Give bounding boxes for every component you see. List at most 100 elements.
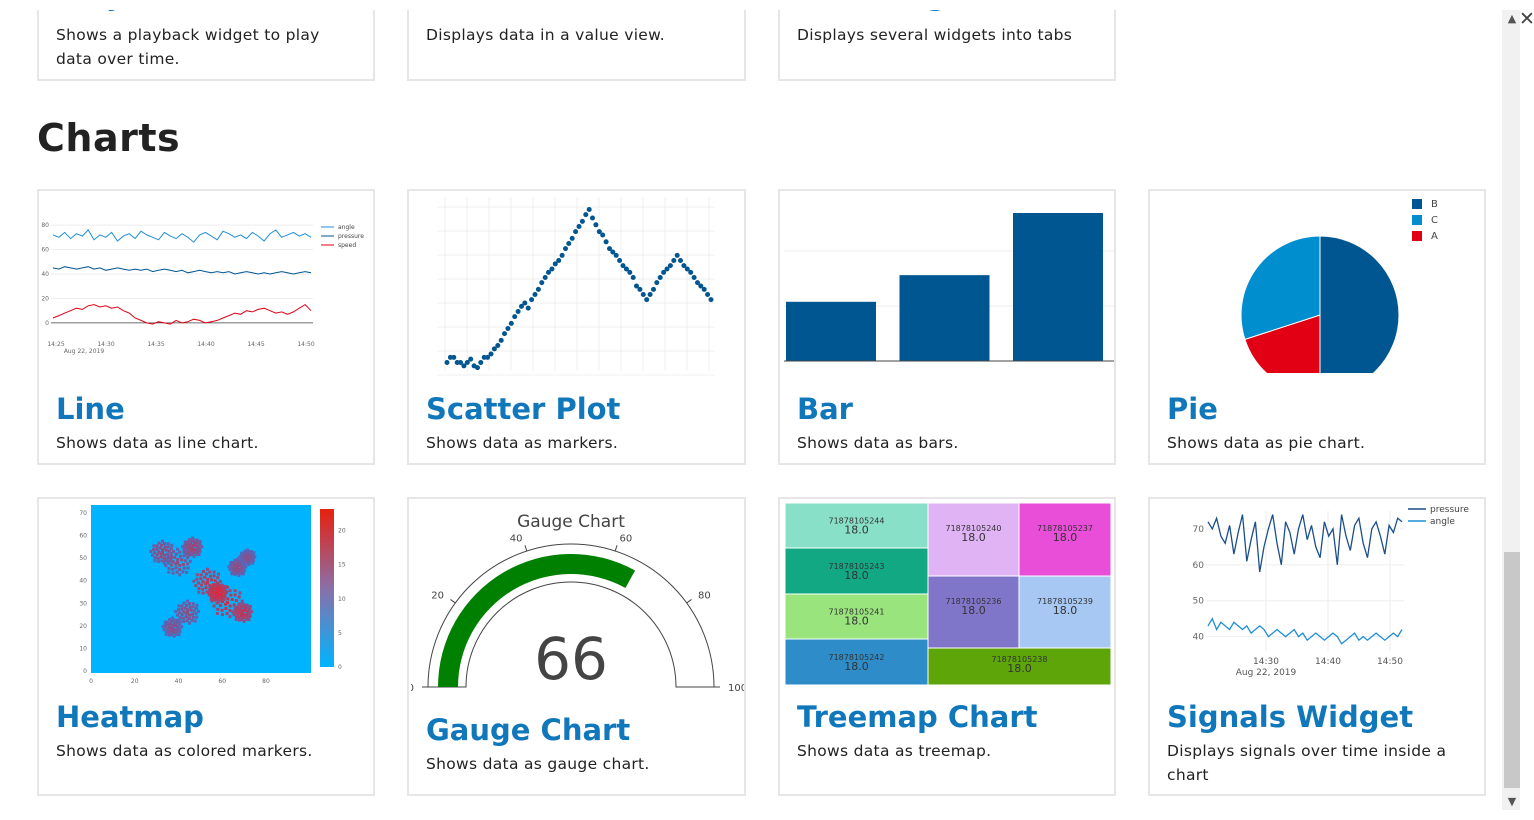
heatmap-cell	[228, 615, 232, 619]
close-icon[interactable]: ✕	[1519, 8, 1534, 30]
heatmap-cell	[166, 555, 170, 559]
scatter-point	[640, 292, 646, 297]
heatmap-cell	[171, 560, 175, 564]
scatter-point	[498, 337, 504, 343]
treemap-tile-value: 18.0	[961, 604, 986, 617]
signals-widget-card[interactable]: 40 50 60 70 14:30 14:40 14:50 Aug 22, 2019 press…	[1148, 497, 1486, 796]
treemap-tile-value: 18.0	[844, 569, 869, 582]
gauge-tick-label: 40	[510, 534, 523, 545]
heatmap-cell	[176, 561, 179, 564]
heatmap-cell	[163, 620, 167, 624]
scatter-point	[705, 292, 711, 297]
heatmap-cell	[192, 609, 196, 613]
heatmap-cell	[162, 628, 166, 632]
heatmap-cell	[170, 619, 174, 623]
heatmap-cell	[184, 546, 188, 550]
chevron-down-icon[interactable]: ▼	[1507, 795, 1517, 808]
line-chart-card[interactable]: 0 20 40 60 80 14:25 14:30 14:35 14:40 14:45 14:50 A…	[37, 189, 375, 465]
heatmap-cell	[197, 553, 201, 557]
y-tick-label: 60	[41, 247, 49, 254]
heatmap-cell	[220, 586, 224, 590]
scatter-point	[451, 354, 457, 360]
heatmap-cell	[219, 603, 222, 607]
heatmap-cell	[159, 552, 163, 556]
heatmap-cell	[224, 607, 228, 610]
heatmap-cell	[178, 550, 182, 554]
heatmap-cell	[234, 611, 238, 615]
heatmap-cell	[211, 588, 215, 592]
heatmap-cell	[204, 582, 208, 586]
heatmap-cell	[171, 567, 175, 571]
tab-widget-card[interactable]: Tab Widget Displays several widgets into…	[778, 0, 1116, 81]
bar-chart-card[interactable]: Bar Shows data as bars.	[778, 189, 1116, 465]
scatter-point	[458, 360, 463, 365]
heatmap-cell	[252, 551, 256, 555]
x-tick-label: 14:45	[247, 341, 264, 348]
heatmap-cell	[216, 588, 220, 592]
scatter-point	[664, 266, 670, 272]
heatmap-cell	[192, 538, 196, 542]
heatmap-cell	[191, 536, 194, 540]
heatmap-cell	[249, 559, 253, 563]
scatter-point	[461, 363, 467, 369]
heatmap-cell	[174, 566, 178, 570]
heatmap-cell	[180, 607, 184, 611]
scrollbar-thumb[interactable]	[1504, 552, 1520, 788]
gauge-tick	[524, 545, 528, 552]
heatmap-card[interactable]: 0 10 20 30 40 50 60 70 0 20 40 60 80 0 5 10 15 20 Heatmap…	[37, 497, 375, 796]
gauge-chart-card[interactable]: Gauge Chart 0 20 40 60 80 100 66 Gauge Chart S…	[407, 497, 746, 796]
heatmap-cell	[166, 620, 170, 624]
treemap-chart-card[interactable]: 71878105244 18.0 71878105243 18.0 7187810524…	[778, 497, 1116, 796]
card-title: Bar	[797, 392, 853, 426]
heatmap-cell	[223, 591, 227, 595]
gauge-tick-label: 80	[698, 591, 711, 602]
scatter-point	[525, 305, 531, 311]
heatmap-cell	[247, 563, 251, 566]
heatmap-cell	[232, 603, 236, 607]
heatmap-cell	[210, 599, 214, 603]
scatter-point	[566, 241, 572, 246]
scatter-point	[478, 360, 484, 365]
heatmap-cell	[177, 633, 181, 637]
chevron-up-icon[interactable]: ▲	[1507, 12, 1517, 25]
heatmap-cell	[214, 587, 218, 591]
heatmap-cell	[235, 572, 239, 576]
heatmap-cell	[239, 567, 243, 571]
heatmap-cell	[183, 559, 187, 563]
scatter-point	[623, 266, 629, 272]
heatmap-cell	[163, 545, 167, 549]
value-widget-card[interactable]: Value Displays data in a value view.	[407, 0, 746, 81]
scatter-point	[522, 300, 528, 306]
heatmap-cell	[182, 548, 186, 552]
heatmap-cell	[194, 552, 198, 556]
scatter-point	[576, 224, 582, 229]
x-tick-label: 14:50	[297, 341, 314, 348]
heatmap-cell	[211, 585, 215, 589]
scatter-point	[549, 266, 555, 272]
heatmap-cell	[170, 632, 174, 636]
heatmap-cell	[166, 542, 170, 546]
heatmap-cell	[190, 619, 194, 622]
heatmap-cell	[249, 557, 253, 561]
heatmap-cell	[216, 581, 219, 585]
scatter-point	[559, 252, 565, 258]
treemap-tile-id: 71878105244	[829, 517, 885, 526]
x-subtitle: Aug 22, 2019	[1236, 668, 1297, 678]
heatmap-cell	[217, 596, 221, 599]
heatmap-cell	[241, 608, 245, 612]
heatmap-cell	[236, 564, 240, 567]
heatmap-cell	[242, 613, 246, 617]
scatter-point	[532, 292, 538, 297]
playback-widget-card[interactable]: Playback Shows a playback widget to play…	[37, 0, 375, 81]
heatmap-cell	[191, 605, 195, 609]
heatmap-cell	[181, 545, 185, 549]
heatmap-cell	[157, 550, 161, 554]
heatmap-cell	[165, 553, 169, 557]
heatmap-cell	[166, 623, 170, 627]
heatmap-cell	[163, 623, 167, 627]
scatter-plot-card[interactable]: Scatter Plot Shows data as markers.	[407, 189, 746, 465]
heatmap-cell	[182, 566, 186, 570]
treemap-thumbnail: 7187810524418.07187810524318.07187810524…	[785, 503, 1111, 685]
heatmap-cell	[166, 627, 170, 631]
